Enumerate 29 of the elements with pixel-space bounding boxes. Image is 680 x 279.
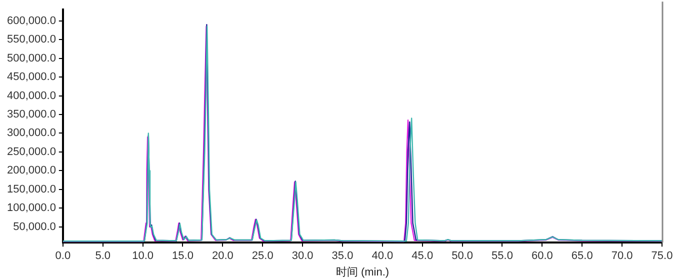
x-tick-label: 30.0 xyxy=(292,250,314,262)
x-tick-label: 55.0 xyxy=(492,250,513,262)
x-tick-label: 15.0 xyxy=(172,250,194,262)
x-tick-label: 70.0 xyxy=(611,250,633,262)
y-tick-label: 250,000.0 xyxy=(7,146,56,158)
x-axis-title: 时间 (min.) xyxy=(336,265,390,278)
y-tick-label: 150,000.0 xyxy=(7,183,56,196)
x-tick-label: 35.0 xyxy=(332,250,354,262)
x-tick-label: 75.0 xyxy=(651,250,673,262)
y-tick-label: 400,000.0 xyxy=(7,90,56,102)
y-tick-label: 300,000.0 xyxy=(7,127,56,140)
x-tick-label: 40.0 xyxy=(372,250,394,262)
x-tick-label: 65.0 xyxy=(571,250,593,262)
y-tick-label: 100,000.0 xyxy=(7,202,56,214)
y-tick-label: 450,000.0 xyxy=(7,71,56,84)
x-tick-label: 60.0 xyxy=(531,250,553,262)
x-tick-label: 10.0 xyxy=(132,250,154,262)
y-tick-label: 200,000.0 xyxy=(7,164,56,177)
y-tick-label: 50,000.0 xyxy=(13,220,56,233)
y-tick-label: 600,000.0 xyxy=(7,14,56,27)
x-tick-label: 0.0 xyxy=(55,250,71,262)
x-tick-label: 45.0 xyxy=(412,250,434,262)
y-tick-label: 350,000.0 xyxy=(7,108,56,121)
y-tick-label: 550,000.0 xyxy=(7,34,56,46)
x-tick-label: 5.0 xyxy=(95,250,111,262)
x-tick-label: 50.0 xyxy=(452,250,474,262)
y-tick-label: 500,000.0 xyxy=(7,52,56,64)
x-tick-label: 25.0 xyxy=(252,250,274,262)
x-tick-label: 20.0 xyxy=(212,250,234,262)
